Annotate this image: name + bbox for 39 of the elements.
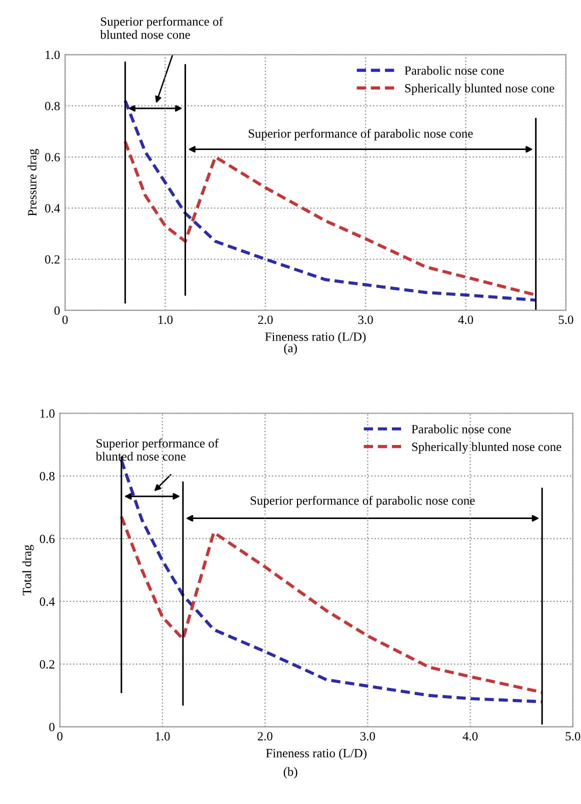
- x-tick-label: 5.0: [566, 732, 580, 741]
- line-series: [124, 99, 538, 302]
- x-tick-label: 1.0: [158, 316, 173, 324]
- text: (b): [284, 767, 298, 779]
- x-axis-title: Fineness ratio (L/D): [266, 748, 366, 760]
- x-tick-label: 2.0: [258, 316, 273, 324]
- x-tick-label: 4.0: [462, 732, 478, 741]
- y-tick-label: 0.6: [40, 534, 55, 544]
- x-tick-label: 2.0: [258, 732, 272, 741]
- line-series: [120, 515, 544, 694]
- x-tick-label: 3.0: [358, 316, 373, 324]
- y-tick-label: 0.8: [45, 102, 60, 110]
- text: Superior performance of blunted nose cone: [100, 16, 223, 39]
- y-tick-label: 0.4: [40, 597, 55, 606]
- y-tick-label: 0.2: [40, 660, 54, 669]
- y-tick-label: 0.8: [40, 472, 55, 480]
- y-tick-label: 0.2: [45, 255, 60, 264]
- y-axis-title: Pressure drag: [28, 148, 40, 216]
- text: (a): [284, 343, 297, 355]
- y-tick-label: 0: [54, 306, 60, 315]
- legend-label: Parabolic nose cone: [404, 66, 504, 75]
- y-tick-label: 1.0: [46, 50, 60, 60]
- legend-label: Spherically blunted nose cone: [405, 84, 554, 96]
- annotation: Superior performance of blunted nose cone: [96, 438, 219, 461]
- y-tick-label: 0.6: [45, 152, 60, 162]
- y-tick-label: 0.4: [45, 204, 60, 213]
- y-tick-label: 0: [49, 722, 55, 732]
- x-tick-label: 5.0: [558, 316, 574, 324]
- x-axis-title: Fineness ratio (L/D): [265, 332, 366, 344]
- x-tick-label: 1.0: [156, 732, 170, 741]
- legend-label: Spherically blunted nose cone: [412, 442, 562, 454]
- annotation: Superior performance of parabolic nose cone: [250, 496, 475, 508]
- y-tick-label: 1.0: [40, 409, 55, 418]
- annotation: Superior performance of parabolic nose cone: [248, 128, 473, 140]
- y-axis-title: Total drag: [22, 544, 34, 596]
- x-tick-label: 3.0: [360, 732, 375, 741]
- x-tick-label: 4.0: [458, 316, 474, 324]
- x-tick-label: 0: [62, 316, 68, 324]
- legend-label: Parabolic nose cone: [412, 424, 511, 434]
